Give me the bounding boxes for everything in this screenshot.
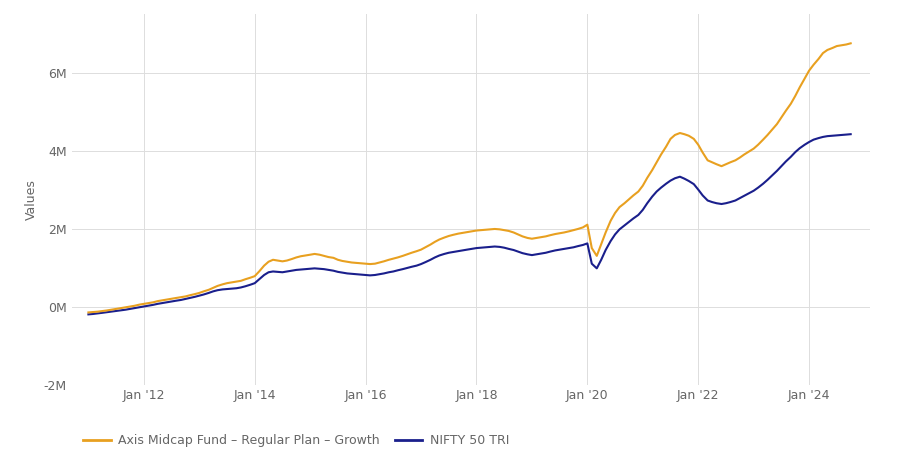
Y-axis label: Values: Values: [25, 179, 39, 220]
Legend: Axis Midcap Fund – Regular Plan – Growth, NIFTY 50 TRI: Axis Midcap Fund – Regular Plan – Growth…: [78, 430, 514, 453]
